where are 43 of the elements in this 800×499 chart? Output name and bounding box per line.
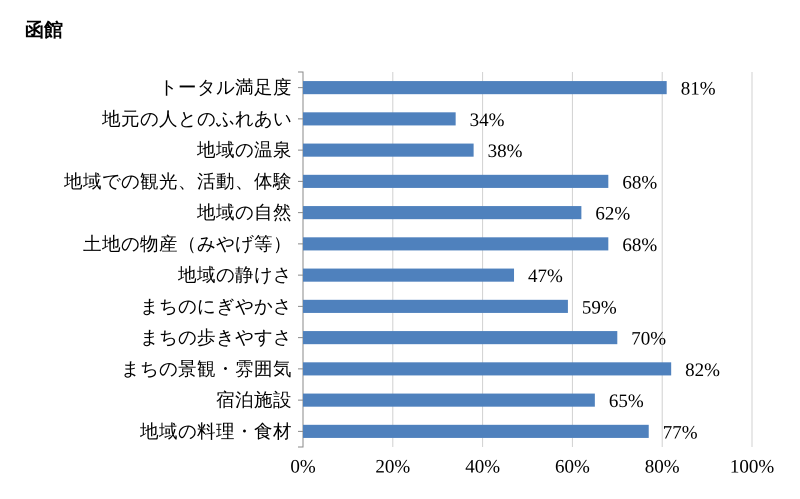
- data-label: 77%: [662, 422, 698, 444]
- y-tick-label: 地域の静けさ: [177, 265, 292, 286]
- bar: [303, 331, 618, 344]
- y-tick-label: 土地の物産（みやげ等）: [83, 232, 292, 255]
- data-label: 82%: [685, 360, 720, 381]
- bar: [303, 174, 608, 188]
- bar: [303, 144, 474, 157]
- data-label: 81%: [680, 78, 716, 100]
- data-label: 62%: [595, 204, 630, 225]
- x-tick-label: 40%: [465, 456, 500, 478]
- data-label: 70%: [631, 328, 666, 350]
- data-label: 47%: [528, 266, 564, 288]
- bar: [303, 300, 568, 313]
- y-tick-label: まちの歩きやすさ: [140, 328, 292, 349]
- data-label: 38%: [488, 141, 523, 162]
- y-tick-label: まちのにぎやかさ: [140, 296, 292, 318]
- data-label: 68%: [622, 234, 658, 256]
- y-tick-label: 地元の人とのふれあい: [101, 108, 292, 130]
- data-label: 68%: [622, 172, 658, 194]
- data-label: 34%: [470, 110, 505, 131]
- y-tick-label: 地域での観光、活動、体験: [63, 171, 292, 192]
- y-tick-label: まちの景観・雰囲気: [121, 358, 292, 380]
- x-tick-label: 0%: [290, 456, 316, 478]
- x-tick-label: 60%: [554, 456, 590, 478]
- bar: [303, 268, 514, 282]
- x-tick-label: 100%: [730, 456, 774, 478]
- y-tick-label: トータル満足度: [159, 76, 292, 99]
- bar: [303, 112, 456, 126]
- bar: [303, 362, 672, 376]
- data-label: 59%: [582, 297, 617, 318]
- y-tick-label: 地域の料理・食材: [139, 421, 292, 442]
- text: 函館: [25, 19, 63, 41]
- bar: [303, 81, 667, 94]
- y-tick-label: 地域の自然: [196, 202, 292, 224]
- bar: [303, 237, 608, 250]
- bar: [303, 424, 649, 438]
- y-tick-label: 宿泊施設: [216, 389, 292, 412]
- data-label: 65%: [608, 391, 644, 412]
- x-tick-label: 80%: [644, 456, 680, 478]
- y-tick-label: 地域の温泉: [196, 140, 292, 162]
- bar: [303, 394, 595, 407]
- bar: [303, 206, 582, 220]
- x-tick-label: 20%: [375, 456, 410, 478]
